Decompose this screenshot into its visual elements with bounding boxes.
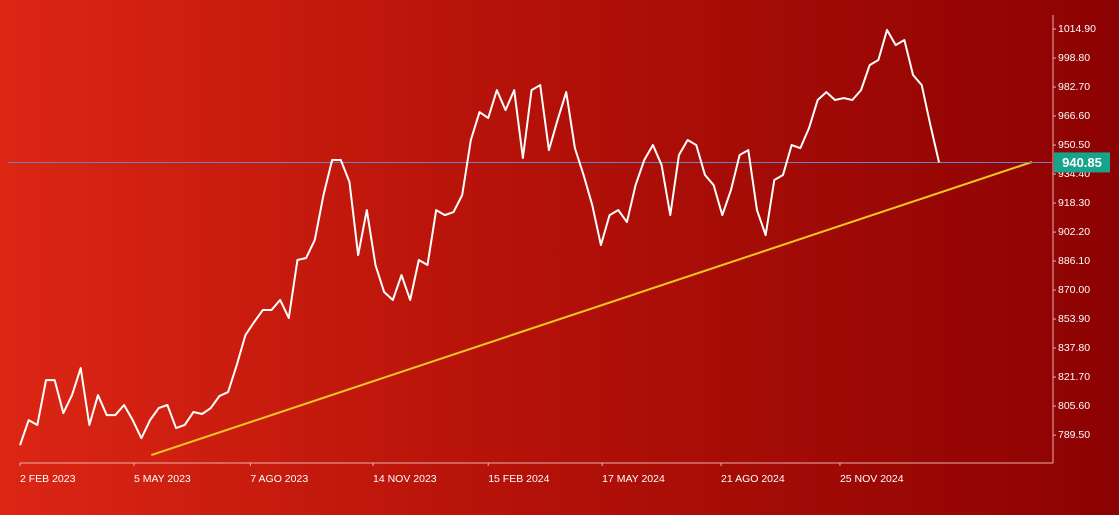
y-tick-label: 837.80 — [1058, 342, 1090, 354]
x-tick-label: 14 NOV 2023 — [373, 473, 437, 485]
x-tick-label: 21 AGO 2024 — [721, 473, 785, 485]
x-tick-label: 5 MAY 2023 — [134, 473, 191, 485]
price-line — [19, 28, 941, 446]
y-tick-label: 902.20 — [1058, 226, 1090, 238]
y-tick-label: 1014.90 — [1058, 23, 1096, 35]
trend-line — [150, 161, 1033, 457]
x-tick-label: 7 AGO 2023 — [250, 473, 308, 485]
y-tick-label: 918.30 — [1058, 197, 1090, 209]
last-value-badge — [1054, 152, 1110, 173]
y-tick-label: 821.70 — [1058, 371, 1090, 383]
y-tick-label: 998.80 — [1058, 52, 1090, 64]
y-tick-label: 789.50 — [1058, 429, 1090, 441]
y-tick-label: 966.60 — [1058, 110, 1090, 122]
y-tick-label: 886.10 — [1058, 255, 1090, 267]
x-tick-label: 15 FEB 2024 — [488, 473, 549, 485]
y-tick-label: 982.70 — [1058, 81, 1090, 93]
y-tick-label: 853.90 — [1058, 313, 1090, 325]
last-value-label: 940.85 — [1062, 155, 1102, 170]
x-tick-label: 17 MAY 2024 — [602, 473, 665, 485]
x-tick-label: 25 NOV 2024 — [840, 473, 904, 485]
y-tick-label: 870.00 — [1058, 284, 1090, 296]
y-tick-label: 805.60 — [1058, 400, 1090, 412]
x-tick-label: 2 FEB 2023 — [20, 473, 76, 485]
y-tick-label: 950.50 — [1058, 139, 1090, 151]
